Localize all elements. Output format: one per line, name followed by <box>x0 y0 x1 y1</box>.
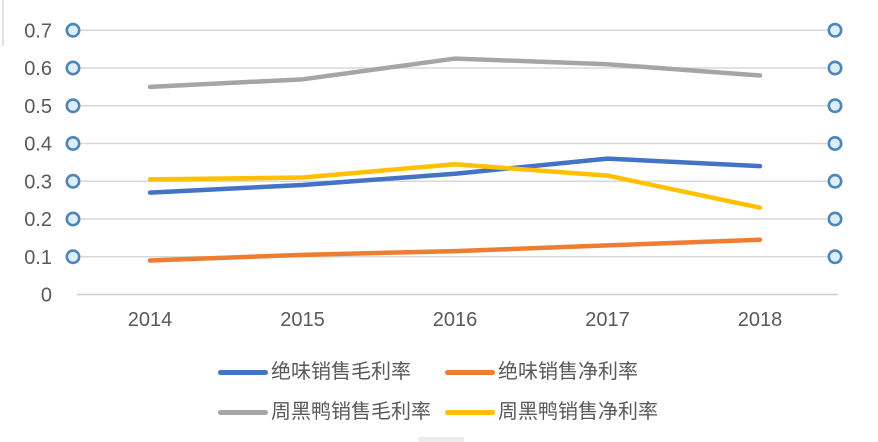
gridline-end-circle-right <box>827 136 843 152</box>
y-tick-label: 0.5 <box>24 96 52 118</box>
gridline-end-circle-right <box>827 249 843 265</box>
gridline-end-circle-right <box>827 98 843 114</box>
y-tick-label: 0.3 <box>24 171 52 193</box>
x-tick-label: 2014 <box>128 309 173 331</box>
x-tick-label: 2018 <box>738 309 783 331</box>
gridline-end-circle-left <box>65 136 81 152</box>
legend-entry-1: 绝味销售净利率 <box>445 360 658 384</box>
legend-entry-3: 周黑鸭销售净利率 <box>445 400 658 424</box>
chart-legend: 绝味销售毛利率 绝味销售净利率周黑鸭销售毛利率 周黑鸭销售净利率 <box>218 360 658 424</box>
gridline-end-circle-left <box>65 173 81 189</box>
y-tick-label: 0.1 <box>24 247 52 269</box>
legend-label-2: 周黑鸭销售毛利率 <box>271 401 431 423</box>
legend-swatch-2 <box>218 409 268 415</box>
gridline-end-circle-left <box>65 98 81 114</box>
gridline-end-circle-left <box>65 211 81 227</box>
gridline-end-circle-left <box>65 60 81 76</box>
legend-label-0: 绝味销售毛利率 <box>271 361 411 383</box>
x-tick-label: 2017 <box>585 309 630 331</box>
legend-swatch-3 <box>445 409 495 415</box>
legend-label-1: 绝味销售净利率 <box>498 361 638 383</box>
gridline-end-circle-left <box>65 249 81 265</box>
y-tick-label: 0.7 <box>24 20 52 42</box>
series-line-2 <box>147 56 763 90</box>
legend-label-3: 周黑鸭销售净利率 <box>498 401 658 423</box>
y-tick-label: 0.2 <box>24 209 52 231</box>
series-line-1 <box>147 237 763 263</box>
legend-entry-2: 周黑鸭销售毛利率 <box>218 400 445 424</box>
y-tick-label: 0.4 <box>24 134 52 156</box>
y-tick-label: 0.6 <box>24 58 52 80</box>
legend-swatch-1 <box>445 369 495 375</box>
left-edge-artifact <box>2 0 4 46</box>
gridline-end-circle-right <box>827 22 843 38</box>
series-line-0 <box>147 156 763 195</box>
gridline-end-circle-right <box>827 211 843 227</box>
gridline-end-circle-left <box>65 22 81 38</box>
x-tick-label: 2016 <box>433 309 478 331</box>
x-tick-label: 2015 <box>280 309 325 331</box>
legend-entry-0: 绝味销售毛利率 <box>218 360 445 384</box>
cropped-caption-fragment <box>418 437 464 442</box>
gridline-end-circle-right <box>827 173 843 189</box>
legend-swatch-0 <box>218 369 268 375</box>
y-tick-label: 0 <box>41 285 52 307</box>
series-line-3 <box>147 162 763 210</box>
gridline-end-circle-right <box>827 60 843 76</box>
